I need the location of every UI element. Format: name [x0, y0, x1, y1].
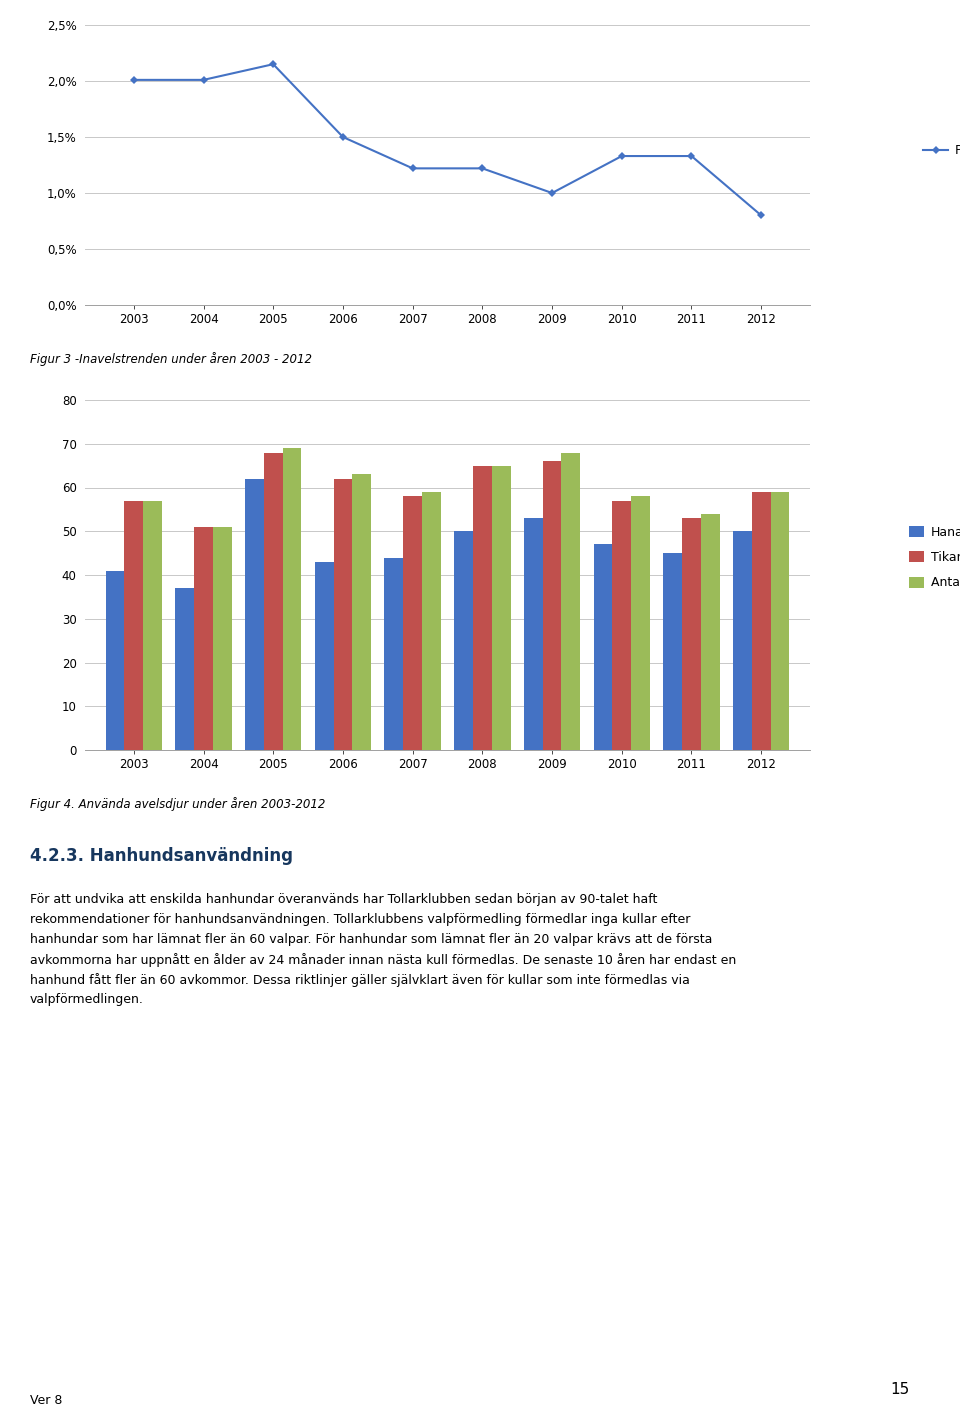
Text: hanhundar som har lämnat fler än 60 valpar. För hanhundar som lämnat fler än 20 : hanhundar som har lämnat fler än 60 valp…: [30, 934, 712, 946]
Bar: [106, 571, 125, 750]
Bar: [701, 514, 720, 750]
Text: 15: 15: [890, 1381, 910, 1397]
Text: avkommorna har uppnått en ålder av 24 månader innan nästa kull förmedlas. De sen: avkommorna har uppnått en ålder av 24 må…: [30, 953, 736, 966]
Bar: [542, 462, 562, 750]
Bar: [403, 496, 422, 750]
Text: hanhund fått fler än 60 avkommor. Dessa riktlinjer gäller självklart även för ku: hanhund fått fler än 60 avkommor. Dessa …: [30, 973, 690, 988]
Bar: [593, 544, 612, 750]
Bar: [454, 531, 473, 750]
Bar: [245, 479, 264, 750]
Bar: [194, 527, 213, 750]
Bar: [384, 557, 403, 750]
Bar: [473, 466, 492, 750]
Bar: [492, 466, 511, 750]
Text: För att undvika att enskilda hanhundar överanvänds har Tollarklubben sedan börja: För att undvika att enskilda hanhundar ö…: [30, 894, 658, 907]
Bar: [524, 519, 542, 750]
Text: rekommendationer för hanhundsanvändningen. Tollarklubbens valpförmedling förmedl: rekommendationer för hanhundsanvändninge…: [30, 914, 690, 926]
Bar: [264, 452, 282, 750]
Bar: [562, 452, 580, 750]
Bar: [176, 588, 194, 750]
Legend: Hanar, Tikar, Antal kullar: Hanar, Tikar, Antal kullar: [904, 520, 960, 594]
Bar: [125, 500, 143, 750]
Bar: [315, 561, 333, 750]
Text: 4.2.3. Hanhundsanvändning: 4.2.3. Hanhundsanvändning: [30, 847, 293, 865]
Text: valpförmedlingen.: valpförmedlingen.: [30, 993, 144, 1006]
Bar: [733, 531, 752, 750]
Bar: [612, 500, 631, 750]
Text: Figur 3 -Inavelstrenden under åren 2003 - 2012: Figur 3 -Inavelstrenden under åren 2003 …: [30, 352, 312, 367]
Text: Figur 4. Använda avelsdjur under åren 2003-2012: Figur 4. Använda avelsdjur under åren 20…: [30, 797, 325, 811]
Bar: [663, 553, 682, 750]
Legend: Procent: Procent: [919, 139, 960, 162]
Bar: [752, 492, 771, 750]
Bar: [282, 448, 301, 750]
Bar: [771, 492, 789, 750]
Bar: [352, 475, 372, 750]
Bar: [213, 527, 231, 750]
Bar: [631, 496, 650, 750]
Bar: [143, 500, 162, 750]
Bar: [333, 479, 352, 750]
Bar: [422, 492, 441, 750]
Bar: [682, 519, 701, 750]
Text: Ver 8: Ver 8: [30, 1394, 62, 1407]
